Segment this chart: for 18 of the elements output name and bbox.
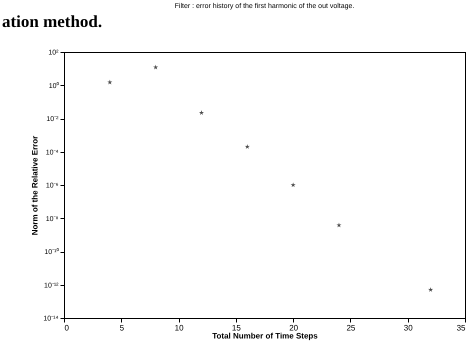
text: ation method.	[2, 12, 102, 31]
point	[428, 287, 434, 292]
point	[336, 222, 342, 228]
point	[153, 64, 158, 70]
x-tick-label: 30	[404, 324, 414, 332]
x-tick-label: 0	[64, 324, 70, 332]
y-axis-title: Norm of the Relative Error	[30, 136, 40, 236]
x-tick-label: 15	[232, 324, 242, 332]
point	[290, 182, 296, 188]
x-tick-label: 20	[289, 324, 299, 332]
x-tick-label: 35	[456, 324, 466, 332]
x-tick-label: 10	[174, 324, 184, 332]
x-tick-label: 25	[346, 324, 356, 332]
point	[107, 80, 112, 84]
point	[244, 144, 250, 149]
x-axis-title: Total Number of Time Steps	[212, 332, 318, 340]
x-tick-label: 5	[120, 324, 125, 332]
point	[198, 110, 204, 115]
